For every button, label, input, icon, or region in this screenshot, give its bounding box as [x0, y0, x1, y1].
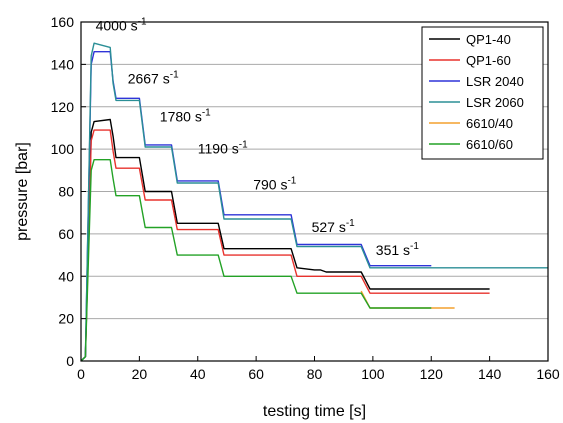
y-tick-label: 160	[51, 14, 75, 30]
rate-annotation: 2667 s-1	[128, 69, 179, 86]
y-tick-label: 140	[51, 56, 75, 72]
legend-label: QP1-40	[466, 32, 511, 47]
axis-ticks: 0 20 40 60 80 100 120 140 160 0 20 40 60 80 100 120 140 1…	[51, 14, 560, 382]
rate-annotation: 351 s-1	[376, 241, 420, 258]
series-line	[80, 51, 432, 362]
legend: QP1-40 QP1-60 LSR 2040 LSR 2060 6610/40 6610/…	[421, 26, 544, 160]
x-tick-label: 40	[190, 366, 206, 382]
rate-annotation: 1780 s-1	[160, 108, 211, 125]
series-line	[80, 118, 490, 362]
y-tick-label: 60	[58, 226, 74, 242]
series-line	[80, 42, 548, 362]
y-tick-label: 80	[58, 184, 74, 200]
x-tick-label: 140	[478, 366, 502, 382]
y-axis-title: pressure [bar]	[14, 142, 31, 241]
x-tick-label: 20	[132, 366, 148, 382]
y-tick-label: 40	[58, 268, 74, 284]
y-tick-label: 20	[58, 311, 74, 327]
series-line	[80, 129, 490, 362]
legend-label: 6610/40	[466, 116, 513, 131]
series-lines	[80, 42, 548, 362]
legend-label: 6610/60	[466, 137, 513, 152]
legend-label: QP1-60	[466, 53, 511, 68]
legend-box	[421, 26, 544, 160]
x-tick-label: 120	[420, 366, 444, 382]
x-tick-label: 100	[361, 366, 385, 382]
x-tick-label: 60	[248, 366, 264, 382]
x-tick-label: 0	[77, 366, 85, 382]
rate-annotation: 790 s-1	[253, 175, 297, 192]
y-tick-label: 120	[51, 99, 75, 115]
rate-annotation: 1190 s-1	[198, 139, 248, 156]
x-axis-title: testing time [s]	[263, 403, 366, 420]
rate-annotation: 4000 s-1	[96, 16, 147, 33]
x-tick-label: 160	[536, 366, 560, 382]
legend-label: LSR 2040	[466, 74, 524, 89]
rate-annotation: 527 s-1	[312, 218, 356, 235]
y-tick-label: 0	[66, 353, 74, 369]
x-tick-label: 80	[307, 366, 323, 382]
series-line	[80, 158, 432, 362]
legend-label: LSR 2060	[466, 95, 524, 110]
rate-annotations: 4000 s-1 2667 s-1 1780 s-1 1190 s-1 790 s-1 5…	[96, 16, 420, 258]
y-tick-label: 100	[51, 141, 75, 157]
